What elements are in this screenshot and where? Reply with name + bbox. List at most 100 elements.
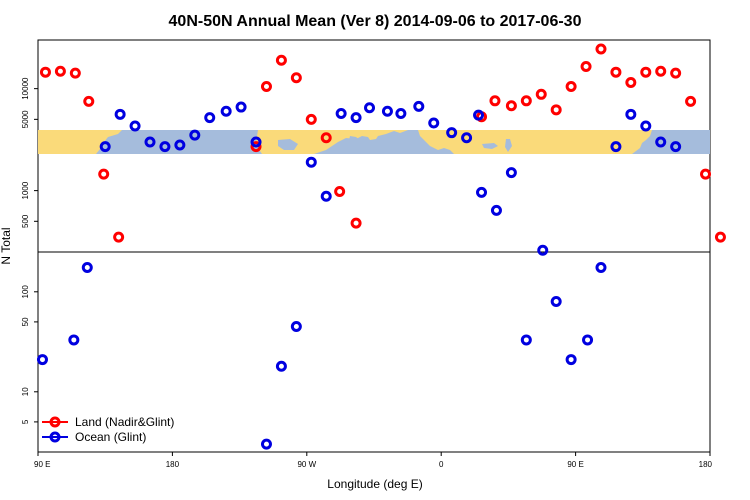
ocean-point <box>582 334 594 346</box>
land-point <box>113 231 125 243</box>
ocean-point <box>476 186 488 198</box>
ocean-point <box>114 108 126 120</box>
ocean-point <box>159 141 171 153</box>
map-black-sea <box>482 143 498 149</box>
land-point <box>39 66 51 78</box>
land-point <box>290 72 302 84</box>
land-point <box>260 80 272 92</box>
legend-ocean-label: Ocean (Glint) <box>75 430 146 444</box>
land-point <box>69 67 81 79</box>
x-tick-label: 180 <box>166 460 180 469</box>
map-land-europe-asia <box>418 130 652 154</box>
map-land-asia-west <box>38 130 122 154</box>
land-point <box>83 95 95 107</box>
land-point <box>625 76 637 88</box>
y-tick-label: 5000 <box>21 110 30 128</box>
land-point <box>565 80 577 92</box>
ocean-point <box>364 102 376 114</box>
ocean-point <box>640 120 652 132</box>
ocean-point <box>81 261 93 273</box>
land-point <box>550 104 562 116</box>
y-tick-label: 50 <box>21 317 30 326</box>
legend-land-label: Land (Nadir&Glint) <box>75 415 174 429</box>
land-point <box>275 54 287 66</box>
y-tick-label: 10 <box>21 387 30 396</box>
land-point <box>98 168 110 180</box>
ocean-point <box>550 295 562 307</box>
x-tick-label: 90 E <box>34 460 50 469</box>
ocean-point <box>275 360 287 372</box>
ocean-point <box>68 334 80 346</box>
map-caspian-sea <box>505 139 512 152</box>
land-point <box>535 88 547 100</box>
map-gulf-pacific-coast <box>278 139 298 150</box>
land-point <box>250 141 262 153</box>
ocean-point <box>473 109 485 121</box>
y-tick-label: 5 <box>21 419 30 424</box>
ocean-point <box>565 354 577 366</box>
map-great-lakes <box>349 136 360 142</box>
ocean-point <box>461 132 473 144</box>
x-tick-label: 180 <box>699 460 713 469</box>
ocean-point <box>428 117 440 129</box>
land-point <box>655 65 667 77</box>
land-point <box>670 67 682 79</box>
ocean-point <box>505 167 517 179</box>
legend: Land (Nadir&Glint) Ocean (Glint) <box>42 415 174 444</box>
world-map-band <box>38 130 710 154</box>
ocean-point <box>350 112 362 124</box>
land-point <box>700 168 712 180</box>
y-tick-label: 10000 <box>21 77 30 100</box>
land-point <box>685 95 697 107</box>
x-tick-label: 90 E <box>567 460 583 469</box>
ocean-point <box>655 136 667 148</box>
land-point <box>640 66 652 78</box>
y-tick-label: 500 <box>21 214 30 228</box>
land-point <box>610 66 622 78</box>
ocean-point <box>413 100 425 112</box>
land-point <box>305 113 317 125</box>
ocean-point <box>595 261 607 273</box>
ocean-point <box>290 320 302 332</box>
ocean-point <box>320 190 332 202</box>
ocean-point <box>235 101 247 113</box>
land-point <box>505 100 517 112</box>
data-points <box>36 43 726 450</box>
ocean-point <box>36 354 48 366</box>
chart-title: 40N-50N Annual Mean (Ver 8) 2014-09-06 t… <box>169 13 582 30</box>
land-point <box>54 65 66 77</box>
ocean-point <box>144 136 156 148</box>
land-point <box>489 95 501 107</box>
land-point <box>580 60 592 72</box>
legend-land-marker <box>49 416 61 428</box>
plot-frame <box>37 39 711 453</box>
ocean-point <box>395 108 407 120</box>
ocean-point <box>129 120 141 132</box>
ocean-point <box>174 139 186 151</box>
land-point <box>714 231 726 243</box>
ocean-point <box>381 105 393 117</box>
y-axis-label: N Total <box>0 227 13 264</box>
ocean-point <box>670 141 682 153</box>
y-tick-label: 1000 <box>21 181 30 199</box>
ocean-point <box>99 141 111 153</box>
ocean-point <box>250 136 262 148</box>
y-tick-label: 100 <box>21 285 30 299</box>
ocean-point <box>335 108 347 120</box>
ocean-point <box>625 108 637 120</box>
ocean-point <box>520 334 532 346</box>
ocean-point <box>220 105 232 117</box>
x-axis: 90 E 180 90 W 0 90 E 180 <box>34 452 713 469</box>
y-axis: 500 1000 5000 10000 5 10 50 100 <box>21 77 38 424</box>
land-point <box>520 95 532 107</box>
land-point <box>350 217 362 229</box>
land-point <box>334 186 346 198</box>
ocean-point <box>305 156 317 168</box>
ocean-point <box>537 244 549 256</box>
ocean-point <box>260 438 272 450</box>
legend-ocean-marker <box>49 431 61 443</box>
land-point <box>320 132 332 144</box>
ocean-point <box>610 141 622 153</box>
ocean-point <box>446 127 458 139</box>
